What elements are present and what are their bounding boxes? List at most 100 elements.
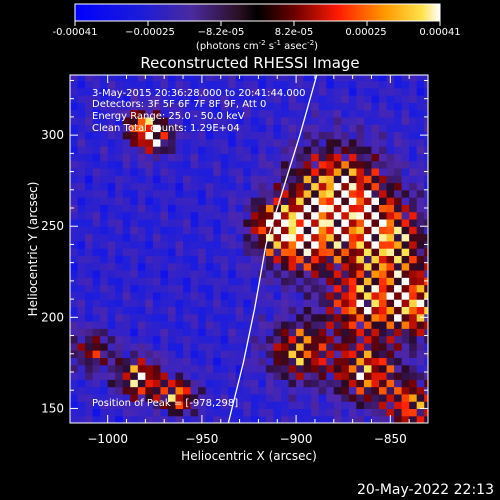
heatmap-cell: [281, 131, 290, 140]
heatmap-cell: [220, 102, 229, 111]
heatmap-cell: [250, 153, 260, 162]
heatmap-cell: [303, 408, 312, 417]
heatmap-cell: [137, 262, 146, 271]
heatmap-cell: [70, 401, 79, 410]
heatmap-cell: [220, 350, 229, 359]
heatmap-cell: [341, 218, 350, 227]
heatmap-cell: [356, 277, 365, 286]
heatmap-cell: [371, 197, 380, 205]
heatmap-cell: [356, 182, 365, 191]
heatmap-cell: [281, 350, 290, 359]
heatmap-cell: [371, 175, 380, 184]
heatmap-cell: [401, 277, 410, 286]
heatmap-cell: [213, 197, 222, 205]
heatmap-cell: [145, 342, 154, 351]
heatmap-cell: [273, 131, 282, 140]
heatmap-cell: [115, 218, 124, 227]
heatmap-cell: [318, 255, 327, 264]
heatmap-cell: [70, 255, 79, 264]
heatmap-cell: [326, 189, 335, 198]
heatmap-cell: [137, 102, 146, 111]
heatmap-cell: [424, 328, 428, 337]
heatmap-cell: [152, 335, 162, 344]
heatmap-cell: [205, 269, 214, 278]
heatmap-cell: [85, 175, 94, 184]
heatmap-cell: [371, 306, 380, 315]
heatmap-cell: [303, 393, 312, 402]
heatmap-cell: [416, 233, 425, 242]
heatmap-cell: [296, 182, 305, 191]
heatmap-cell: [100, 167, 109, 176]
heatmap-cell: [311, 364, 320, 373]
heatmap-cell: [183, 320, 192, 329]
heatmap-cell: [348, 269, 357, 278]
heatmap-cell: [386, 328, 395, 337]
heatmap-cell: [394, 197, 403, 205]
heatmap-cell: [341, 160, 350, 169]
heatmap-cell: [213, 233, 222, 242]
heatmap-cell: [92, 379, 101, 388]
heatmap-cell: [130, 357, 139, 366]
heatmap-cell: [416, 328, 425, 337]
heatmap-cell: [318, 189, 327, 198]
heatmap-cell: [250, 306, 260, 315]
heatmap-cell: [77, 75, 86, 82]
heatmap-cell: [107, 328, 116, 337]
heatmap-cell: [258, 131, 267, 140]
heatmap-cell: [250, 401, 260, 410]
heatmap-cell: [394, 342, 403, 351]
heatmap-cell: [424, 124, 428, 133]
heatmap-cell: [311, 233, 320, 242]
heatmap-cell: [318, 240, 327, 249]
heatmap-cell: [326, 269, 335, 278]
heatmap-cell: [296, 233, 305, 242]
heatmap-cell: [85, 204, 94, 213]
heatmap-cell: [273, 233, 282, 242]
heatmap-cell: [333, 269, 342, 278]
heatmap-cell: [303, 138, 312, 147]
heatmap-cell: [137, 255, 146, 264]
heatmap-cell: [190, 75, 199, 82]
heatmap-cell: [318, 371, 327, 380]
heatmap-cell: [213, 189, 222, 198]
heatmap-cell: [416, 350, 425, 359]
heatmap-cell: [122, 226, 131, 235]
heatmap-cell: [281, 80, 290, 89]
heatmap-cell: [228, 284, 237, 293]
heatmap-cell: [152, 167, 162, 176]
heatmap-cell: [152, 393, 162, 402]
heatmap-cell: [250, 408, 260, 417]
heatmap-cell: [288, 350, 297, 359]
heatmap-cell: [183, 226, 192, 235]
heatmap-cell: [424, 248, 428, 256]
heatmap-cell: [265, 255, 275, 264]
heatmap-cell: [92, 109, 101, 118]
heatmap-cell: [265, 153, 275, 162]
heatmap-cell: [363, 75, 373, 82]
heatmap-cell: [107, 335, 116, 344]
heatmap-cell: [379, 415, 388, 423]
heatmap-cell: [333, 182, 342, 191]
heatmap-cell: [92, 102, 101, 111]
heatmap-cell: [386, 364, 395, 373]
heatmap-cell: [243, 364, 252, 373]
heatmap-cell: [341, 75, 350, 82]
heatmap-cell: [70, 284, 79, 293]
heatmap-cell: [416, 204, 425, 213]
heatmap-cell: [250, 80, 260, 89]
heatmap-cell: [318, 153, 327, 162]
heatmap-cell: [220, 379, 229, 388]
heatmap-cell: [243, 204, 252, 213]
heatmap-cell: [303, 167, 312, 176]
heatmap-cell: [167, 371, 177, 380]
heatmap-cell: [220, 364, 229, 373]
heatmap-cell: [288, 146, 297, 154]
heatmap-cell: [243, 291, 252, 300]
heatmap-cell: [288, 379, 297, 388]
heatmap-cell: [100, 393, 109, 402]
heatmap-cell: [348, 160, 357, 169]
heatmap-cell: [250, 160, 260, 169]
heatmap-cell: [175, 233, 184, 242]
heatmap-cell: [243, 189, 252, 198]
